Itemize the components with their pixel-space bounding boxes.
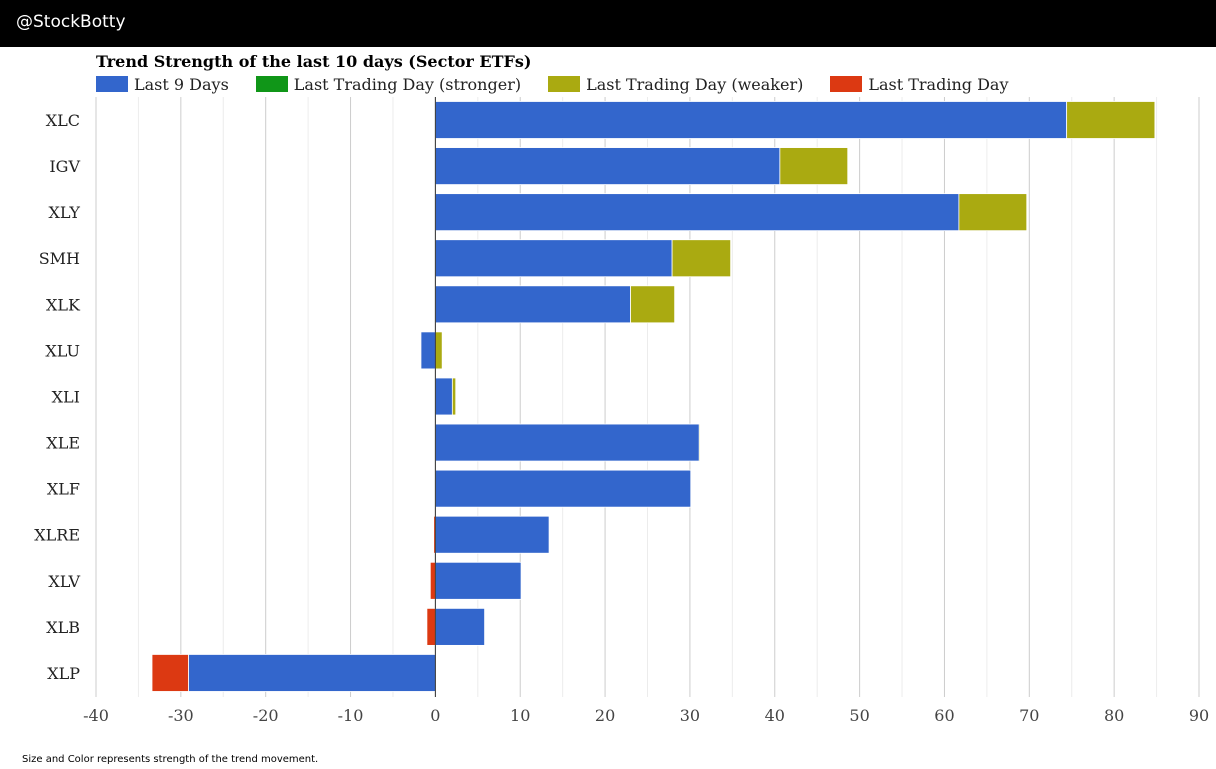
x-tick-label: 30: [680, 706, 700, 725]
category-label: XLI: [52, 387, 80, 406]
chart-title: Trend Strength of the last 10 days (Sect…: [96, 52, 532, 71]
footnote: Size and Color represents strength of th…: [22, 754, 319, 765]
category-label: SMH: [39, 249, 80, 268]
bar-xlv-last9: [434, 561, 522, 600]
legend-swatch: [830, 76, 863, 92]
bar-xly-last9: [434, 193, 960, 232]
x-tick-label: 0: [430, 706, 440, 725]
x-tick-label: 50: [849, 706, 869, 725]
x-tick-label: -20: [253, 706, 279, 725]
x-tick-label: -10: [338, 706, 364, 725]
bar-xlb-last9: [434, 607, 485, 646]
bar-igv-last9: [434, 147, 781, 185]
bar-xlk-weaker: [630, 285, 676, 324]
category-label: XLP: [47, 664, 80, 683]
bar-xle-weaker: [698, 423, 701, 462]
category-label: XLF: [47, 480, 80, 499]
bar-smh-weaker: [671, 239, 732, 278]
x-tick-label: 90: [1189, 706, 1209, 725]
legend-item-last-day[interactable]: Last Trading Day: [830, 75, 1008, 94]
legend-label: Last Trading Day (stronger): [293, 74, 522, 94]
legend-item-last-day-weaker[interactable]: Last Trading Day (weaker): [548, 75, 803, 94]
bar-xle-last9: [434, 423, 700, 462]
legend-swatch: [255, 76, 288, 92]
bar-xlk-last9: [434, 285, 631, 324]
x-tick-label: 20: [595, 706, 615, 725]
legend-swatch: [548, 76, 581, 92]
x-tick-label: -30: [168, 706, 194, 725]
bar-xlre-last9: [434, 515, 550, 554]
bar-xlu-last9: [420, 331, 436, 370]
bar-xlp-last-day: [151, 654, 189, 692]
bar-xlf-last9: [434, 469, 692, 508]
header-bar: @StockBotty: [0, 0, 1216, 47]
bar-smh-last9: [434, 239, 673, 278]
legend-label: Last 9 Days: [134, 74, 229, 94]
bar-xlc-weaker: [1066, 101, 1156, 139]
category-label: XLE: [46, 434, 80, 453]
bar-xlc-last9: [434, 101, 1068, 139]
account-handle: @StockBotty: [16, 12, 126, 32]
category-label: IGV: [49, 157, 80, 176]
bar-xli-weaker: [451, 377, 457, 416]
legend-label: Last Trading Day: [868, 74, 1009, 94]
legend-label: Last Trading Day (weaker): [586, 74, 804, 94]
x-tick-label: 60: [934, 706, 954, 725]
bar-xli-last9: [434, 377, 453, 416]
x-tick-label: -40: [83, 706, 109, 725]
bar-xlp-last9: [188, 654, 436, 692]
legend-item-last-9-days[interactable]: Last 9 Days: [96, 75, 229, 94]
bar-igv-weaker: [779, 147, 849, 185]
category-label: XLRE: [34, 526, 80, 545]
category-label: XLV: [48, 572, 80, 591]
category-label: XLB: [46, 618, 80, 637]
legend-swatch: [96, 76, 128, 92]
category-label: XLC: [46, 111, 80, 130]
bar-xlv-last-day: [429, 561, 436, 600]
x-tick-label: 10: [510, 706, 530, 725]
x-tick-label: 80: [1104, 706, 1124, 725]
chart-legend: Last 9 Days Last Trading Day (stronger) …: [96, 74, 1035, 94]
bar-xlu-weaker: [434, 331, 443, 370]
category-label: XLY: [48, 203, 80, 222]
bar-xly-weaker: [958, 193, 1028, 232]
category-label: XLK: [46, 295, 81, 314]
x-tick-label: 40: [765, 706, 785, 725]
legend-item-last-day-stronger[interactable]: Last Trading Day (stronger): [255, 74, 522, 94]
category-label: XLU: [45, 341, 80, 360]
bar-xlb-last-day: [426, 607, 436, 646]
x-tick-label: 70: [1019, 706, 1039, 725]
